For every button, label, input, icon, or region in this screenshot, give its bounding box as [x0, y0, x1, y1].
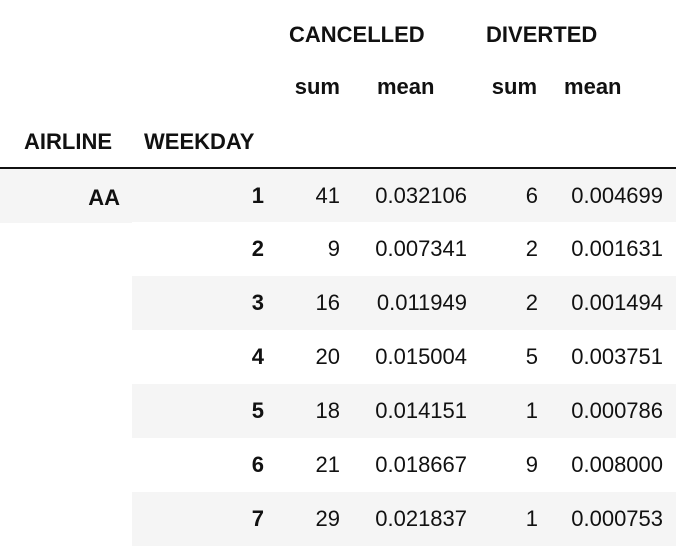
cancelled-mean-cell: 0.021837 — [352, 492, 482, 546]
diverted-sum-cell: 9 — [525, 452, 539, 477]
column-header-cancelled-mean: mean — [377, 74, 435, 99]
cancelled-mean-cell: 0.007341 — [375, 236, 468, 261]
empty-header-cell — [277, 114, 352, 168]
airline-index-cell: AA — [0, 168, 132, 546]
column-header-diverted-mean: mean — [564, 74, 622, 99]
cancelled-sum-cell: 41 — [277, 168, 352, 222]
index-name-weekday: WEEKDAY — [144, 128, 255, 154]
table-row: 7 29 0.021837 1 0.000753 — [0, 492, 676, 546]
column-group-header-row: CANCELLED DIVERTED — [0, 0, 676, 60]
column-header-diverted-sum: sum — [491, 74, 538, 99]
diverted-mean-cell: 0.000753 — [552, 492, 676, 546]
cancelled-mean-cell: 0.014151 — [352, 384, 482, 438]
table-row: AA 1 41 0.032106 6 0.004699 — [0, 168, 676, 546]
cancelled-sum-cell: 29 — [277, 492, 352, 546]
cancelled-sum-cell: 21 — [315, 452, 340, 477]
cancelled-sum-cell: 9 — [327, 236, 340, 261]
diverted-mean-cell: 0.000786 — [552, 384, 676, 438]
diverted-mean-cell: 0.001631 — [571, 236, 664, 261]
diverted-sum-cell: 2 — [481, 276, 553, 330]
empty-header-cell — [0, 60, 132, 114]
weekday-index-cell: 7 — [132, 492, 277, 546]
cancelled-mean-cell: 0.011949 — [352, 276, 482, 330]
table-row: 3 16 0.011949 2 0.001494 — [0, 276, 676, 330]
empty-header-cell — [481, 114, 552, 168]
table-header: CANCELLED DIVERTED sum mean sum mean AIR… — [0, 0, 676, 168]
cancelled-mean-cell: 0.018667 — [375, 452, 468, 477]
cancelled-sum-cell: 20 — [315, 344, 340, 369]
cancelled-sum-cell: 18 — [277, 384, 352, 438]
empty-header-cell — [132, 0, 277, 60]
weekday-index-cell: 5 — [132, 384, 277, 438]
diverted-mean-cell: 0.003751 — [571, 344, 664, 369]
diverted-sum-cell: 6 — [481, 168, 553, 222]
diverted-sum-cell: 2 — [525, 236, 539, 261]
empty-header-cell — [352, 114, 481, 168]
diverted-mean-cell: 0.001494 — [552, 276, 676, 330]
table-row: 4 20 0.015004 5 0.003751 — [0, 330, 676, 384]
cancelled-mean-cell: 0.015004 — [375, 344, 468, 369]
diverted-mean-cell: 0.008000 — [571, 452, 664, 477]
cancelled-sum-cell: 16 — [277, 276, 352, 330]
diverted-sum-cell: 1 — [481, 384, 553, 438]
table-row: 6 21 0.018667 9 0.008000 — [0, 438, 676, 492]
column-header-cancelled-sum: sum — [294, 74, 340, 99]
weekday-index-cell: 1 — [132, 168, 277, 222]
diverted-mean-cell: 0.004699 — [552, 168, 676, 222]
table-body: AA 1 41 0.032106 6 0.004699 2 9 0.007341… — [0, 168, 676, 546]
weekday-index-cell: 2 — [251, 236, 264, 261]
diverted-sum-cell: 1 — [481, 492, 553, 546]
index-name-airline: AIRLINE — [24, 128, 112, 154]
column-group-cancelled: CANCELLED — [289, 22, 425, 47]
empty-header-cell — [132, 60, 277, 114]
empty-header-cell — [0, 0, 132, 60]
table-row: 2 9 0.007341 2 0.001631 — [0, 222, 676, 276]
weekday-index-cell: 6 — [251, 452, 264, 477]
weekday-index-cell: 3 — [132, 276, 277, 330]
column-subheader-row: sum mean sum mean — [0, 60, 676, 114]
table-row: 5 18 0.014151 1 0.000786 — [0, 384, 676, 438]
index-name-row: AIRLINE WEEKDAY — [0, 114, 676, 168]
empty-header-cell — [552, 114, 676, 168]
cancelled-mean-cell: 0.032106 — [352, 168, 482, 222]
column-group-diverted: DIVERTED — [486, 22, 598, 47]
weekday-index-cell: 4 — [251, 344, 264, 369]
diverted-sum-cell: 5 — [525, 344, 539, 369]
